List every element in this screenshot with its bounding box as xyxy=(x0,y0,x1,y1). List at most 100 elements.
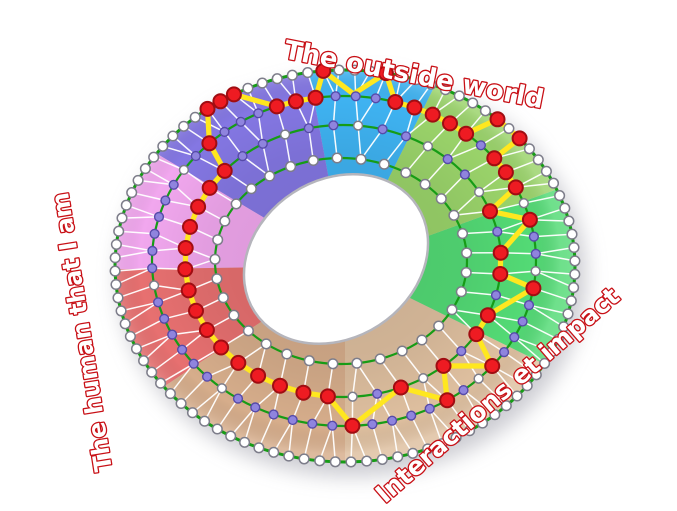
wheel-node-ring2-lavender[interactable] xyxy=(268,409,279,420)
wheel-node-rim-white[interactable] xyxy=(155,377,167,389)
wheel-node-inner-white[interactable] xyxy=(212,234,224,246)
wheel-node-rim-white[interactable] xyxy=(450,432,462,444)
wheel-node-inner-white[interactable] xyxy=(230,198,242,210)
wheel-node-ring3-red[interactable] xyxy=(468,326,485,343)
wheel-node-ring2-white[interactable] xyxy=(530,265,541,277)
wheel-node-rim-white[interactable] xyxy=(126,187,138,199)
wheel-node-rim-white[interactable] xyxy=(439,84,451,96)
wheel-node-ring3-lavender[interactable] xyxy=(459,169,471,180)
wheel-node-rim-white[interactable] xyxy=(540,165,552,177)
wheel-node-ring2-lavender[interactable] xyxy=(530,248,541,259)
wheel-node-ring3-red[interactable] xyxy=(272,377,288,394)
wheel-node-rim-white[interactable] xyxy=(479,105,491,117)
wheel-node-ring2-red[interactable] xyxy=(287,93,304,110)
wheel-node-ring2-lavender[interactable] xyxy=(458,385,469,396)
wheel-node-ring2-red[interactable] xyxy=(344,417,361,434)
wheel-node-inner-white[interactable] xyxy=(416,334,428,346)
wheel-node-rim-white[interactable] xyxy=(225,430,237,442)
wheel-node-ring3-lavender[interactable] xyxy=(377,124,388,135)
wheel-node-ring2-red[interactable] xyxy=(525,280,542,297)
wheel-node-ring2-lavender[interactable] xyxy=(406,410,417,421)
wheel-node-rim-white[interactable] xyxy=(559,202,571,214)
wheel-node-inner-white[interactable] xyxy=(327,358,339,370)
wheel-node-rim-white[interactable] xyxy=(425,78,437,90)
wheel-node-rim-white[interactable] xyxy=(119,318,131,330)
wheel-node-rim-white[interactable] xyxy=(569,268,581,280)
wheel-node-rim-white[interactable] xyxy=(189,111,201,123)
wheel-node-ring2-lavender[interactable] xyxy=(232,393,244,404)
wheel-node-ring2-lavender[interactable] xyxy=(188,358,199,369)
wheel-node-rim-white[interactable] xyxy=(523,143,535,155)
wheel-node-rim-red[interactable] xyxy=(315,62,332,79)
wheel-node-rim-white[interactable] xyxy=(115,305,127,317)
wheel-node-rim-white[interactable] xyxy=(256,77,268,89)
wheel-node-rim-white[interactable] xyxy=(138,355,150,367)
wheel-node-inner-white[interactable] xyxy=(307,154,319,167)
wheel-node-rim-white[interactable] xyxy=(109,265,121,277)
wheel-node-inner-white[interactable] xyxy=(460,266,472,279)
wheel-node-inner-white[interactable] xyxy=(331,152,343,164)
wheel-node-ring3-white[interactable] xyxy=(422,141,434,152)
wheel-node-ring2-white[interactable] xyxy=(473,373,484,384)
wheel-node-rim-white[interactable] xyxy=(568,282,580,294)
wheel-node-rim-white[interactable] xyxy=(110,278,122,291)
wheel-node-ring2-red[interactable] xyxy=(387,94,404,110)
wheel-node-inner-white[interactable] xyxy=(285,161,297,173)
wheel-node-rim-white[interactable] xyxy=(395,70,407,82)
wheel-node-ring3-lavender[interactable] xyxy=(456,346,467,357)
wheel-node-ring2-lavender[interactable] xyxy=(387,415,398,426)
wheel-node-ring2-red[interactable] xyxy=(424,106,441,123)
wheel-node-rim-white[interactable] xyxy=(532,154,544,166)
wheel-node-rim-white[interactable] xyxy=(407,447,419,459)
wheel-node-rim-white[interactable] xyxy=(329,456,341,468)
wheel-node-ring2-lavender[interactable] xyxy=(287,414,298,426)
wheel-node-rim-white[interactable] xyxy=(175,397,187,410)
wheel-node-ring3-red[interactable] xyxy=(213,339,230,356)
wheel-node-inner-white[interactable] xyxy=(419,178,431,190)
wheel-node-rim-white[interactable] xyxy=(565,295,577,307)
wheel-node-rim-white[interactable] xyxy=(500,400,512,412)
wheel-node-rim-white[interactable] xyxy=(453,90,465,102)
wheel-node-ring2-lavender[interactable] xyxy=(517,316,528,327)
wheel-node-rim-white[interactable] xyxy=(464,425,476,437)
wheel-node-rim-white[interactable] xyxy=(530,369,542,381)
wheel-node-ring3-red[interactable] xyxy=(201,179,218,196)
wheel-node-rim-white[interactable] xyxy=(164,388,176,400)
wheel-node-inner-white[interactable] xyxy=(245,183,257,195)
wheel-node-rim-white[interactable] xyxy=(563,215,575,227)
wheel-node-inner-white[interactable] xyxy=(211,273,223,285)
wheel-node-rim-red[interactable] xyxy=(212,93,229,110)
wheel-node-ring2-lavender[interactable] xyxy=(327,420,338,431)
wheel-node-ring3-red[interactable] xyxy=(479,307,496,324)
wheel-node-ring2-lavender[interactable] xyxy=(499,347,510,358)
wheel-node-ring2-red[interactable] xyxy=(458,125,475,142)
wheel-node-ring3-red[interactable] xyxy=(180,282,197,299)
wheel-node-rim-white[interactable] xyxy=(167,130,179,142)
wheel-node-rim-red[interactable] xyxy=(489,111,506,128)
wheel-node-ring3-lavender[interactable] xyxy=(257,138,268,149)
wheel-node-ring3-lavender[interactable] xyxy=(490,290,502,301)
wheel-node-rim-white[interactable] xyxy=(286,69,298,81)
wheel-node-ring2-white[interactable] xyxy=(518,198,529,209)
wheel-node-ring2-lavender[interactable] xyxy=(159,313,170,324)
wheel-node-ring3-red[interactable] xyxy=(250,367,267,384)
wheel-node-rim-white[interactable] xyxy=(112,292,124,304)
wheel-node-ring3-red[interactable] xyxy=(198,322,215,338)
wheel-node-ring3-red[interactable] xyxy=(435,357,452,374)
wheel-node-ring3-white[interactable] xyxy=(473,186,485,198)
wheel-node-inner-white[interactable] xyxy=(455,286,467,298)
wheel-node-ring2-red[interactable] xyxy=(406,99,423,116)
wheel-node-inner-white[interactable] xyxy=(217,292,229,304)
wheel-node-inner-white[interactable] xyxy=(351,357,363,369)
wheel-node-rim-white[interactable] xyxy=(298,453,310,465)
wheel-node-ring2-red[interactable] xyxy=(484,358,501,374)
wheel-node-ring3-white[interactable] xyxy=(418,373,429,384)
wheel-node-rim-white[interactable] xyxy=(314,455,326,467)
wheel-node-ring2-lavender[interactable] xyxy=(509,332,520,343)
wheel-node-rim-white[interactable] xyxy=(539,357,551,369)
wheel-node-ring3-red[interactable] xyxy=(230,354,247,371)
wheel-node-inner-white[interactable] xyxy=(228,309,240,321)
wheel-node-inner-white[interactable] xyxy=(435,193,447,205)
wheel-node-ring2-lavender[interactable] xyxy=(160,195,171,206)
wheel-node-rim-white[interactable] xyxy=(178,120,190,132)
